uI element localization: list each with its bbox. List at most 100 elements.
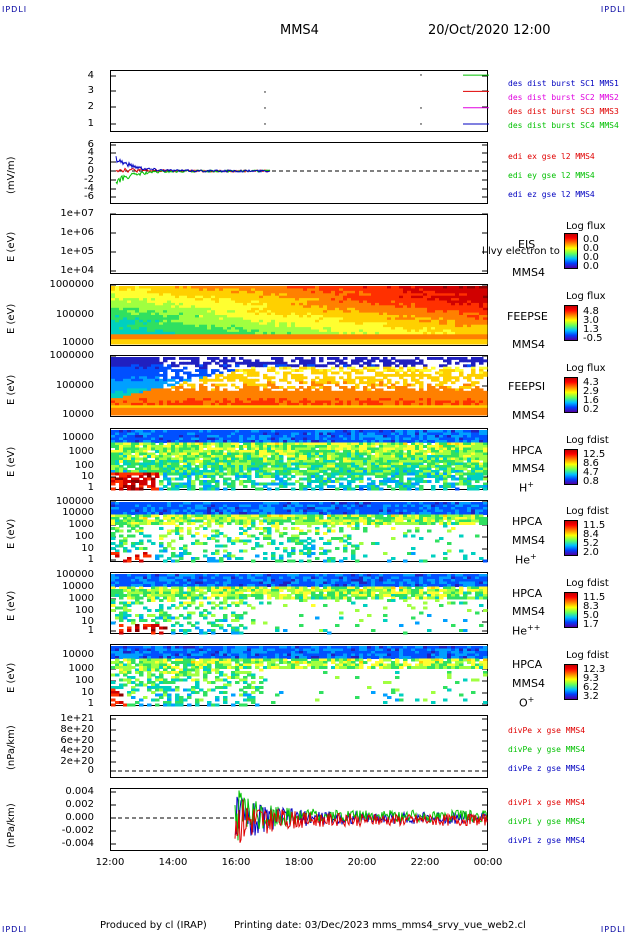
- feepsi-cell: [175, 412, 180, 416]
- feepsi-cell: [339, 369, 344, 372]
- feepsi-cell: [311, 393, 316, 397]
- feepsi-cell: [463, 393, 468, 397]
- corner-label-top-left: IPDLI: [2, 5, 28, 14]
- feepse-cell: [443, 298, 448, 301]
- feepsi-cell: [363, 393, 368, 397]
- feepse-cell: [119, 310, 124, 314]
- hpca-h-cell: [239, 462, 244, 466]
- feepsi-cell: [411, 410, 416, 414]
- feepse-cell: [135, 322, 140, 326]
- feepsi-cell: [131, 407, 136, 411]
- feepse-cell: [183, 331, 188, 335]
- feepse-cell: [315, 300, 320, 304]
- feepse-cell: [163, 290, 168, 294]
- feepse-cell: [179, 319, 184, 323]
- feepse-cell: [327, 295, 332, 299]
- feepse-cell: [415, 317, 420, 321]
- feepse-cell: [223, 312, 228, 316]
- hpca-h-cell: [239, 447, 244, 451]
- feepsi-cell: [415, 369, 420, 372]
- feepse-cell: [263, 336, 268, 340]
- feepse-cell: [195, 286, 200, 289]
- feepse-cell: [151, 327, 156, 330]
- feepse-cell: [463, 324, 468, 328]
- feepse-cell: [319, 327, 324, 330]
- feepse-cell: [179, 339, 184, 343]
- hpca-h-cell: [243, 472, 248, 476]
- hpca-h-cell: [231, 480, 236, 483]
- hpca-h-cell: [111, 462, 116, 466]
- hpca-h-cell: [259, 462, 264, 466]
- feepse-cell: [151, 329, 156, 333]
- hpca-h-cell: [191, 452, 196, 456]
- feepse-cell: [239, 295, 244, 299]
- feepsi-cell: [215, 383, 220, 387]
- feepse-cell: [407, 327, 412, 330]
- feepsi-cell: [447, 371, 452, 375]
- feepsi-cell: [163, 376, 168, 380]
- feepsi-cell: [351, 405, 356, 409]
- feepsi-cell: [275, 371, 280, 375]
- feepsi-cell: [407, 369, 412, 372]
- feepsi-cell: [235, 386, 240, 389]
- feepsi-cell: [231, 400, 236, 404]
- feepsi-cell: [199, 369, 204, 372]
- feepsi-cell: [203, 371, 208, 375]
- hpca-h-cell: [111, 465, 116, 468]
- feepse-cell: [383, 307, 388, 311]
- feepsi-cell: [383, 369, 388, 372]
- feepse-cell: [399, 341, 404, 345]
- feepse-cell: [295, 317, 300, 321]
- feepse-cell: [291, 312, 296, 316]
- feepsi-cell: [247, 400, 252, 404]
- feepse-cell: [295, 312, 300, 316]
- feepse-cell: [139, 307, 144, 311]
- feepse-cell: [283, 305, 288, 309]
- hpca-h-cell: [215, 447, 220, 451]
- feepse-cell: [295, 339, 300, 343]
- feepse-cell: [443, 319, 448, 323]
- feepse-cell: [239, 334, 244, 338]
- feepse-cell: [235, 334, 240, 338]
- feepse-cell: [467, 310, 472, 314]
- feepsi-cell: [471, 383, 476, 387]
- feepse-cell: [299, 312, 304, 316]
- feepsi-cell: [355, 405, 360, 409]
- feepsi-cell: [199, 376, 204, 380]
- hpca-h-cell: [191, 487, 196, 491]
- hpca-h-cell: [227, 460, 232, 463]
- feepse-cell: [475, 329, 480, 333]
- feepsi-cell: [387, 386, 392, 389]
- feepse-cell: [479, 319, 484, 323]
- feepse-cell: [191, 302, 196, 306]
- feepse-cell: [251, 295, 256, 299]
- feepse-cell: [191, 312, 196, 316]
- hpca-h-cell: [235, 430, 240, 433]
- feepsi-cell: [251, 407, 256, 411]
- feepse-cell: [455, 324, 460, 328]
- feepse-cell: [195, 290, 200, 294]
- feepse-cell: [467, 319, 472, 323]
- feepsi-cell: [171, 393, 176, 397]
- feepse-cell: [111, 305, 116, 309]
- feepsi-cell: [175, 393, 180, 397]
- hpca-h-cell: [151, 465, 156, 468]
- feepse-cell: [347, 305, 352, 309]
- hpca-h-cell: [187, 470, 192, 473]
- hpca-h-cell: [147, 460, 152, 463]
- feepsi-cell: [367, 381, 372, 385]
- feepse-cell: [167, 331, 172, 335]
- feepsi-cell: [459, 412, 464, 416]
- feepsi-cell: [299, 357, 304, 360]
- feepse-cell: [339, 331, 344, 335]
- feepse-cell: [351, 339, 356, 343]
- feepse-cell: [139, 322, 144, 326]
- hpca-h-cell: [215, 440, 220, 443]
- feepse-cell: [415, 322, 420, 326]
- feepsi-cell: [171, 400, 176, 404]
- feepse-cell: [327, 286, 332, 289]
- feepsi-cell: [475, 386, 480, 389]
- feepsi-cell: [171, 369, 176, 372]
- feepse-cell: [423, 310, 428, 314]
- feepsi-cell: [263, 412, 268, 416]
